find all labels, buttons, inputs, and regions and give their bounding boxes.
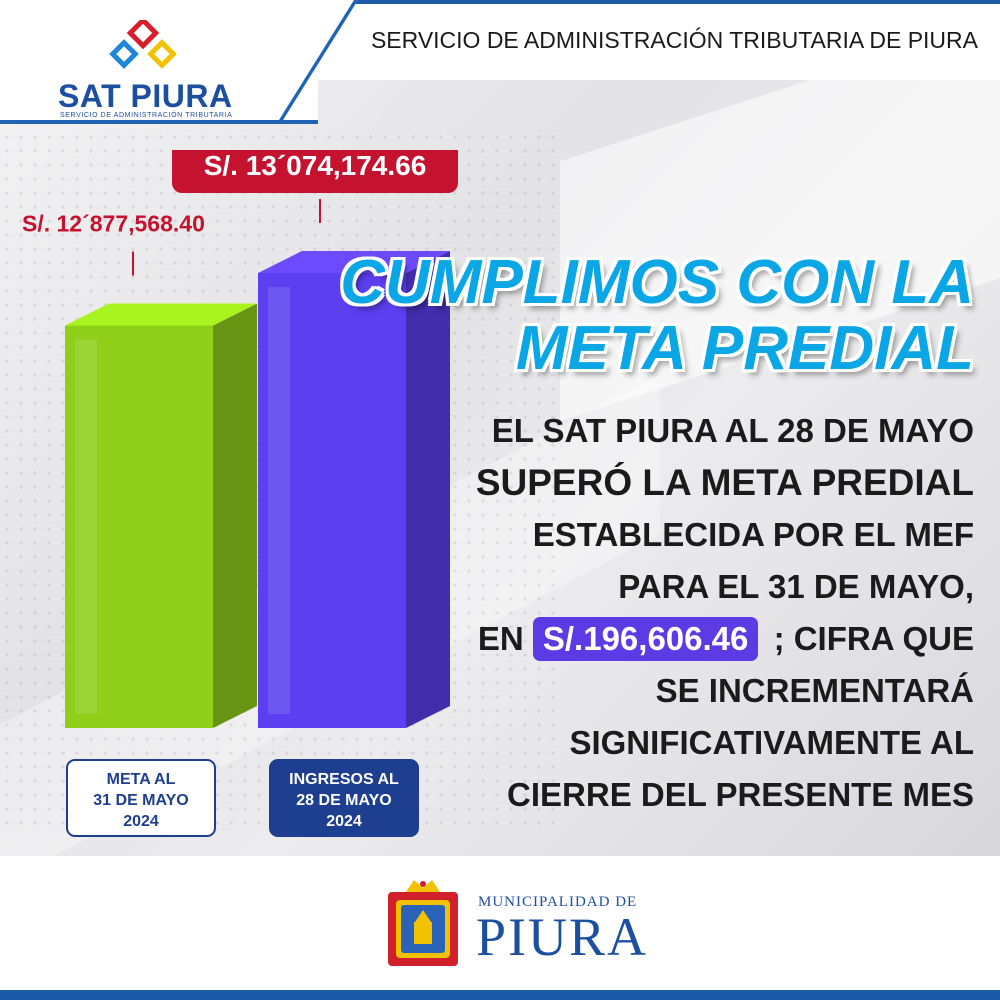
value-label-1: S/. 12´877,568.40 bbox=[22, 211, 205, 237]
value-label-2: S/. 13´074,174.66 bbox=[204, 150, 427, 181]
amount-badge: S/.196,606.46 bbox=[532, 617, 759, 661]
bar-front-1 bbox=[65, 325, 213, 728]
category-label-2-line-3: 2024 bbox=[326, 813, 362, 830]
bar-side-1 bbox=[213, 303, 257, 728]
body-line-8: CIERRE DEL PRESENTE MES bbox=[507, 776, 974, 813]
logo-subtitle: SERVICIO DE ADMINISTRACIÓN TRIBUTARIA bbox=[60, 112, 233, 119]
body-line-5-suffix: ; CIFRA QUE bbox=[773, 620, 974, 657]
body-line-5: EN S/.196,606.46 ; CIFRA QUE bbox=[476, 613, 974, 665]
sat-logo-icon bbox=[109, 20, 177, 69]
category-label-2-line-1: INGRESOS AL bbox=[289, 771, 399, 788]
bar-highlight-1 bbox=[75, 339, 97, 714]
municipality-name: PIURA bbox=[476, 907, 649, 967]
logo-name: SAT PIURA bbox=[58, 78, 233, 114]
headline-line-2: META PREDIAL bbox=[515, 314, 974, 383]
body-line-3: ESTABLECIDA POR EL MEF bbox=[532, 516, 974, 553]
body-line-4: PARA EL 31 DE MAYO, bbox=[618, 568, 974, 605]
bar-front-2 bbox=[258, 273, 406, 728]
category-label-1-line-2: 31 DE MAYO bbox=[93, 792, 188, 809]
body-line-7: SIGNIFICATIVAMENTE AL bbox=[569, 724, 974, 761]
category-label-1-line-1: META AL bbox=[107, 771, 176, 788]
header-accent-line bbox=[0, 0, 1000, 4]
body-line-5-prefix: EN bbox=[477, 620, 524, 657]
bar-top-1 bbox=[65, 303, 257, 326]
bar-side-2 bbox=[406, 251, 450, 728]
header-title: SERVICIO DE ADMINISTRACIÓN TRIBUTARIA DE… bbox=[370, 27, 978, 53]
bar-chart: S/. 12´877,568.40 META AL 31 DE MAYO 2024 S/… bbox=[22, 150, 458, 837]
footer-accent-line bbox=[0, 990, 1000, 1000]
body-line-2: SUPERÓ LA META PREDIAL bbox=[475, 462, 974, 503]
body-line-1: EL SAT PIURA AL 28 DE MAYO bbox=[491, 412, 974, 449]
body-line-6: SE INCREMENTARÁ bbox=[655, 672, 974, 709]
category-box-2 bbox=[269, 759, 419, 837]
municipality-crest-icon bbox=[388, 880, 458, 966]
category-box-1 bbox=[66, 759, 216, 837]
bar-top-2 bbox=[258, 251, 450, 273]
value-label-box-2 bbox=[172, 150, 458, 193]
municipality-label: MUNICIPALIDAD DE bbox=[478, 894, 638, 910]
headline: CUMPLIMOS CON LA META PREDIAL bbox=[340, 250, 974, 382]
category-label-1-line-3: 2024 bbox=[123, 813, 159, 830]
footer bbox=[0, 856, 1000, 1000]
category-label-2-line-2: 28 DE MAYO bbox=[296, 792, 391, 809]
bar-highlight-2 bbox=[268, 287, 290, 714]
headline-line-1: CUMPLIMOS CON LA bbox=[340, 248, 974, 317]
body-text: EL SAT PIURA AL 28 DE MAYO SUPERÓ LA MET… bbox=[476, 405, 974, 821]
